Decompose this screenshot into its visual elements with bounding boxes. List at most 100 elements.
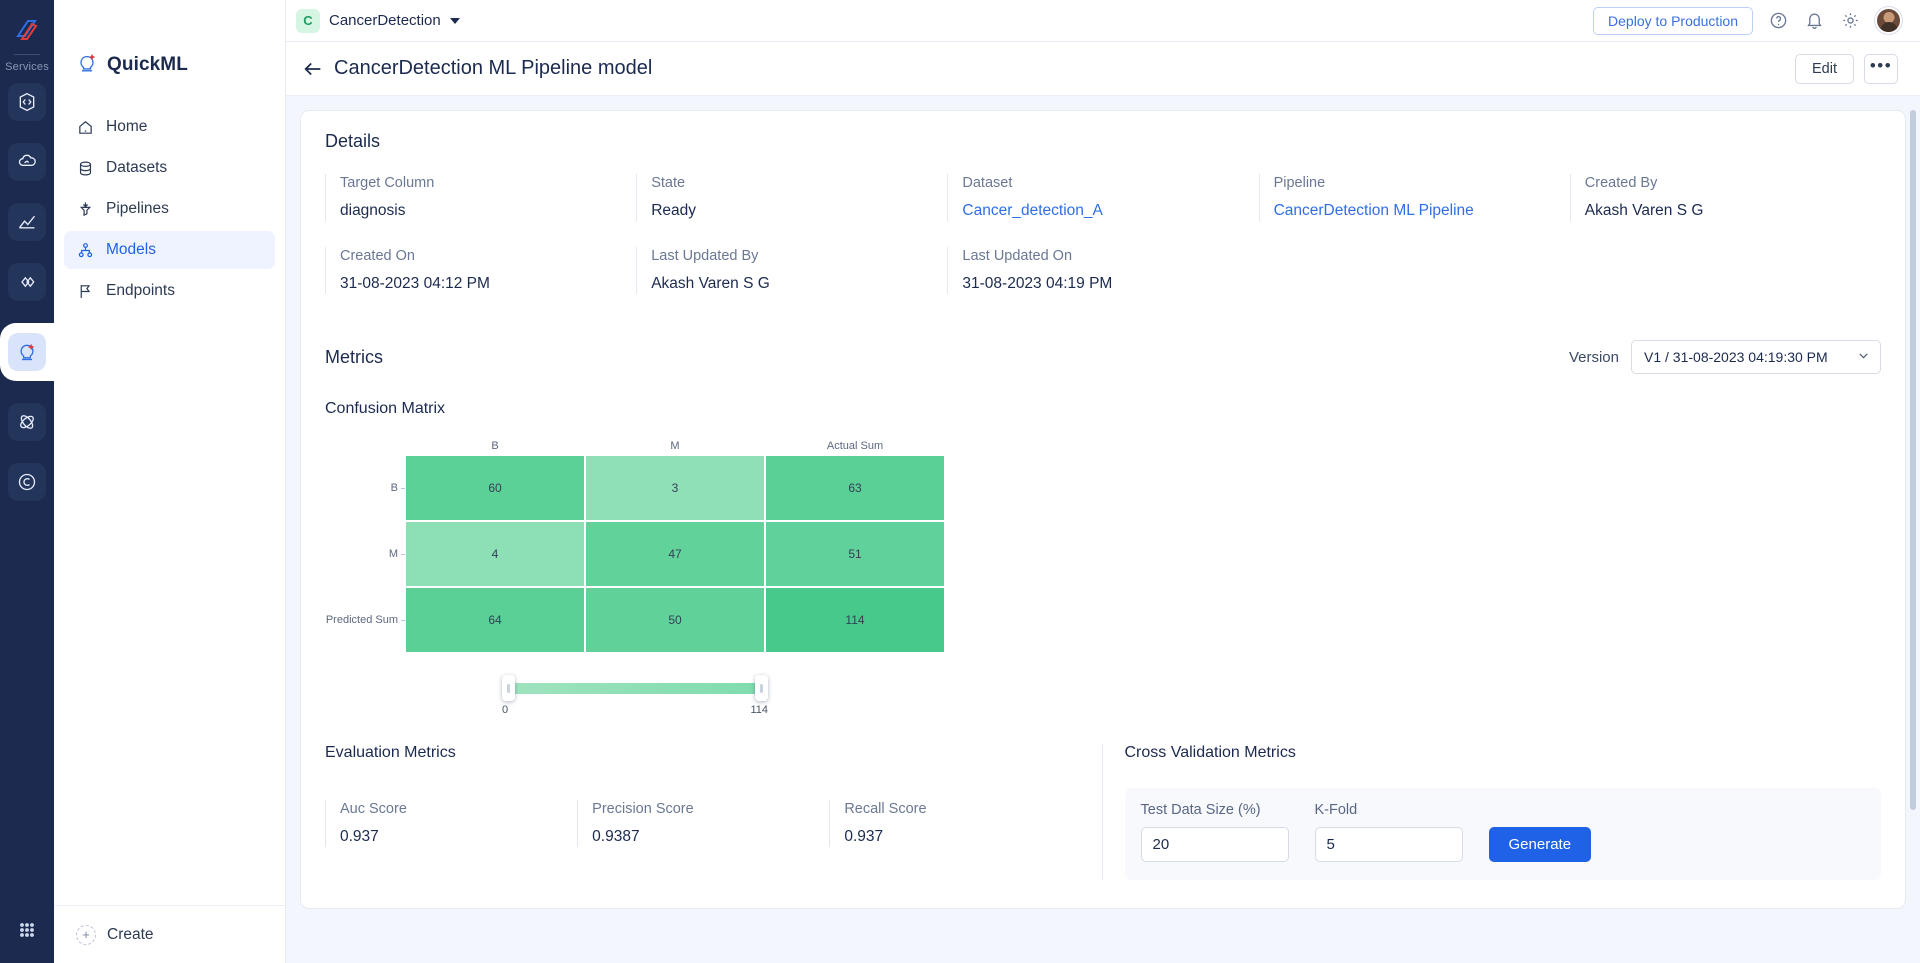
cell-2-0: 64 (405, 587, 585, 653)
sidebar-item-endpoints[interactable]: Endpoints (64, 272, 275, 310)
ellipsis-icon: ••• (1869, 55, 1893, 75)
colorbar-max-handle[interactable] (755, 675, 768, 701)
rail-item-analytics[interactable] (8, 203, 46, 241)
models-nodes-icon (76, 241, 94, 259)
detail-pipeline: Pipeline CancerDetection ML Pipeline (1258, 174, 1570, 221)
database-icon (76, 159, 94, 177)
confusion-matrix-column-headers: B M Actual Sum (325, 440, 945, 455)
cross-validation-section: Cross Validation Metrics Test Data Size … (1103, 744, 1881, 880)
colorbar-min-label: 0 (502, 704, 509, 716)
cross-validation-title: Cross Validation Metrics (1124, 744, 1296, 761)
gear-icon[interactable] (1839, 10, 1861, 32)
sidebar-item-models[interactable]: Models (64, 231, 275, 269)
cell-2-2: 114 (765, 587, 945, 653)
version-picker: Version V1 / 31-08-2023 04:19:30 PM (1569, 340, 1881, 374)
dataset-link[interactable]: Cancer_detection_A (962, 202, 1103, 219)
colorbar-min-handle[interactable] (502, 675, 515, 701)
test-data-size-field: Test Data Size (%) (1140, 802, 1289, 862)
detail-empty-cell (1259, 247, 1570, 294)
edit-button[interactable]: Edit (1795, 53, 1854, 84)
page-header-actions: Edit ••• (1795, 53, 1898, 84)
org-switcher[interactable]: C CancerDetection (296, 8, 460, 33)
pipeline-link[interactable]: CancerDetection ML Pipeline (1273, 202, 1474, 219)
version-label: Version (1568, 348, 1619, 366)
detail-created-on: Created On 31-08-2023 04:12 PM (325, 247, 636, 294)
rail-item-quickml[interactable] (0, 323, 54, 381)
cell-1-1: 47 (585, 521, 765, 587)
col-header: Actual Sum (826, 440, 884, 452)
kfold-label: K-Fold (1314, 802, 1358, 818)
detail-label: Last Updated By (651, 248, 759, 264)
metrics-header: Metrics Version V1 / 31-08-2023 04:19:30… (325, 340, 1881, 374)
metric-label: Precision Score (592, 801, 694, 817)
rail-item-catalyst[interactable] (8, 403, 46, 441)
help-circle-icon[interactable] (1767, 10, 1789, 32)
quickml-spark-icon (76, 52, 98, 79)
bell-icon[interactable] (1803, 10, 1825, 32)
chevron-down-icon (449, 17, 460, 24)
rail-item-flow[interactable] (8, 263, 46, 301)
details-row-1: Target Column diagnosis State Ready Data… (325, 174, 1881, 221)
details-and-metrics-card: Details Target Column diagnosis State Re… (300, 110, 1906, 909)
detail-label: Created By (1584, 175, 1658, 191)
rail-item-code[interactable] (8, 83, 46, 121)
sidebar-item-pipelines[interactable]: Pipelines (64, 190, 275, 228)
detail-target-column: Target Column diagnosis (325, 174, 636, 221)
evaluation-metrics-section: Evaluation Metrics Auc Score 0.937 Preci… (325, 744, 1103, 880)
quickml-spark-icon (8, 333, 46, 371)
sidebar-item-label: Endpoints (106, 282, 175, 299)
user-avatar[interactable] (1875, 7, 1902, 34)
app-grid-icon[interactable] (12, 915, 42, 945)
create-button[interactable]: + Create (54, 905, 285, 963)
detail-dataset: Dataset Cancer_detection_A (947, 174, 1258, 221)
endpoint-flag-icon (76, 282, 94, 300)
cell-2-1: 50 (585, 587, 765, 653)
detail-last-updated-by: Last Updated By Akash Varen S G (636, 247, 947, 294)
metric-recall-score: Recall Score 0.937 (829, 800, 1081, 847)
zoho-logo-icon[interactable] (7, 10, 47, 50)
metric-auc-score: Auc Score 0.937 (325, 800, 577, 847)
metrics-bottom-row: Evaluation Metrics Auc Score 0.937 Preci… (325, 744, 1881, 880)
top-bar-actions: Deploy to Production (1593, 6, 1902, 35)
detail-value: Ready (651, 202, 696, 219)
cell-0-1: 3 (585, 455, 765, 521)
detail-label: Created On (340, 248, 415, 264)
confusion-matrix-title: Confusion Matrix (325, 400, 446, 417)
more-actions-button[interactable]: ••• (1864, 53, 1898, 84)
app-sidebar: QuickML Home Dataset (54, 0, 286, 963)
deploy-to-production-button[interactable]: Deploy to Production (1593, 6, 1753, 35)
details-row-2: Created On 31-08-2023 04:12 PM Last Upda… (325, 247, 1881, 294)
detail-value: Akash Varen S G (651, 275, 770, 292)
content-scrollbar[interactable] (1910, 110, 1916, 810)
main-column: C CancerDetection Deploy to Production (286, 0, 1920, 963)
metric-precision-score: Precision Score 0.9387 (577, 800, 829, 847)
test-data-size-input[interactable] (1140, 827, 1289, 862)
corner-spacer (325, 440, 405, 455)
test-data-size-label: Test Data Size (%) (1140, 802, 1261, 818)
kfold-input[interactable] (1314, 827, 1463, 862)
rail-item-circle-c[interactable] (8, 463, 46, 501)
arrow-left-icon[interactable] (300, 56, 326, 82)
generate-button[interactable]: Generate (1488, 827, 1592, 862)
metric-value: 0.937 (340, 828, 379, 845)
rail-divider (14, 54, 40, 55)
rail-item-cloud[interactable] (8, 143, 46, 181)
detail-label: Pipeline (1273, 175, 1326, 191)
page-header: CancerDetection ML Pipeline model Edit •… (286, 42, 1920, 96)
sidebar-item-datasets[interactable]: Datasets (64, 149, 275, 187)
details-section-title: Details (325, 131, 381, 151)
version-select[interactable]: V1 / 31-08-2023 04:19:30 PM (1631, 340, 1881, 374)
plus-circle-icon: + (76, 924, 96, 945)
content-scroll-area[interactable]: Details Target Column diagnosis State Re… (286, 96, 1920, 963)
detail-empty-cell (1570, 247, 1881, 294)
detail-label: State (651, 175, 686, 191)
org-avatar: C (296, 8, 320, 33)
colorbar-track[interactable] (515, 682, 755, 694)
sidebar-item-label: Datasets (106, 159, 168, 176)
brand[interactable]: QuickML (54, 44, 285, 86)
chevron-down-icon (1857, 349, 1870, 365)
confusion-matrix: B M Actual Sum B 60 3 63 M 4 47 51 Predi… (325, 440, 945, 716)
sidebar-item-home[interactable]: Home (64, 108, 275, 146)
evaluation-metrics-grid: Auc Score 0.937 Precision Score 0.9387 R… (325, 800, 1082, 847)
sidebar-nav: Home Datasets (54, 108, 285, 313)
